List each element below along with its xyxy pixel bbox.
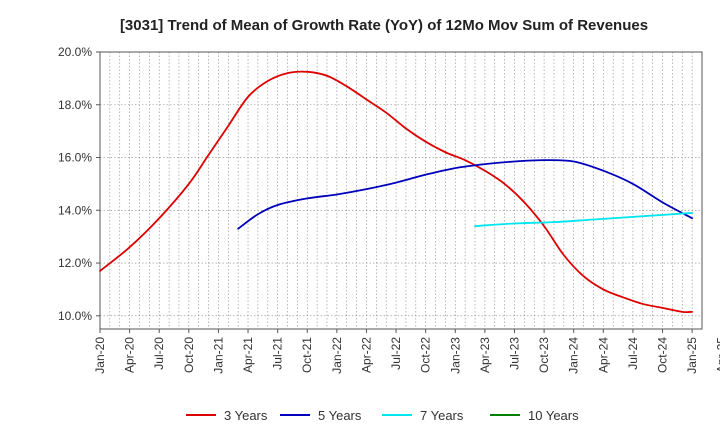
legend-label: 10 Years bbox=[528, 408, 579, 423]
y-axis: 10.0% 12.0% 14.0% 16.0% 18.0% 20.0% bbox=[58, 45, 100, 323]
x-tick-label: Apr-22 bbox=[359, 337, 373, 373]
x-tick-label: Jul-22 bbox=[389, 337, 403, 370]
legend: 3 Years 5 Years 7 Years 10 Years bbox=[186, 408, 579, 423]
x-tick-label: Jan-22 bbox=[330, 337, 344, 374]
x-tick-label: Jul-20 bbox=[152, 337, 166, 370]
chart-title: [3031] Trend of Mean of Growth Rate (YoY… bbox=[120, 17, 648, 34]
x-tick-label: Apr-21 bbox=[241, 337, 255, 373]
series-line-7-years bbox=[474, 212, 694, 228]
x-tick-label: Oct-21 bbox=[300, 337, 314, 373]
x-tick-label: Oct-22 bbox=[419, 337, 433, 373]
legend-label: 7 Years bbox=[420, 408, 464, 423]
x-tick-label: Jul-23 bbox=[507, 337, 521, 370]
x-tick-label: Jan-25 bbox=[685, 337, 699, 374]
plot-frame bbox=[99, 51, 703, 330]
x-tick-label: Jan-24 bbox=[567, 337, 581, 374]
x-tick-label: Jul-21 bbox=[271, 337, 285, 370]
x-tick-label: Apr-25 bbox=[715, 337, 720, 373]
legend-label: 3 Years bbox=[224, 408, 268, 423]
x-tick-label: Jan-23 bbox=[448, 337, 462, 374]
series-line-5-years bbox=[237, 159, 694, 230]
y-tick-label: 18.0% bbox=[58, 98, 92, 112]
series-line-3-years bbox=[99, 70, 694, 314]
y-tick-label: 10.0% bbox=[58, 309, 92, 323]
x-tick-label: Jan-21 bbox=[211, 337, 225, 374]
x-tick-label: Apr-24 bbox=[596, 337, 610, 373]
x-tick-label: Oct-24 bbox=[656, 337, 670, 373]
y-tick-label: 14.0% bbox=[58, 203, 92, 217]
x-tick-label: Oct-20 bbox=[182, 337, 196, 373]
legend-label: 5 Years bbox=[318, 408, 362, 423]
y-tick-label: 20.0% bbox=[58, 45, 92, 59]
gridlines bbox=[99, 51, 703, 329]
x-tick-label: Apr-20 bbox=[123, 337, 137, 373]
series-lines bbox=[99, 70, 694, 314]
y-tick-label: 12.0% bbox=[58, 256, 92, 270]
x-tick-label: Apr-23 bbox=[478, 337, 492, 373]
y-tick-label: 16.0% bbox=[58, 151, 92, 165]
x-tick-label: Jul-24 bbox=[626, 337, 640, 370]
x-tick-label: Oct-23 bbox=[537, 337, 551, 373]
x-tick-label: Jan-20 bbox=[93, 337, 107, 374]
x-axis: Jan-20 Apr-20 Jul-20 Oct-20 Jan-21 Apr-21 Jul-… bbox=[93, 329, 720, 374]
